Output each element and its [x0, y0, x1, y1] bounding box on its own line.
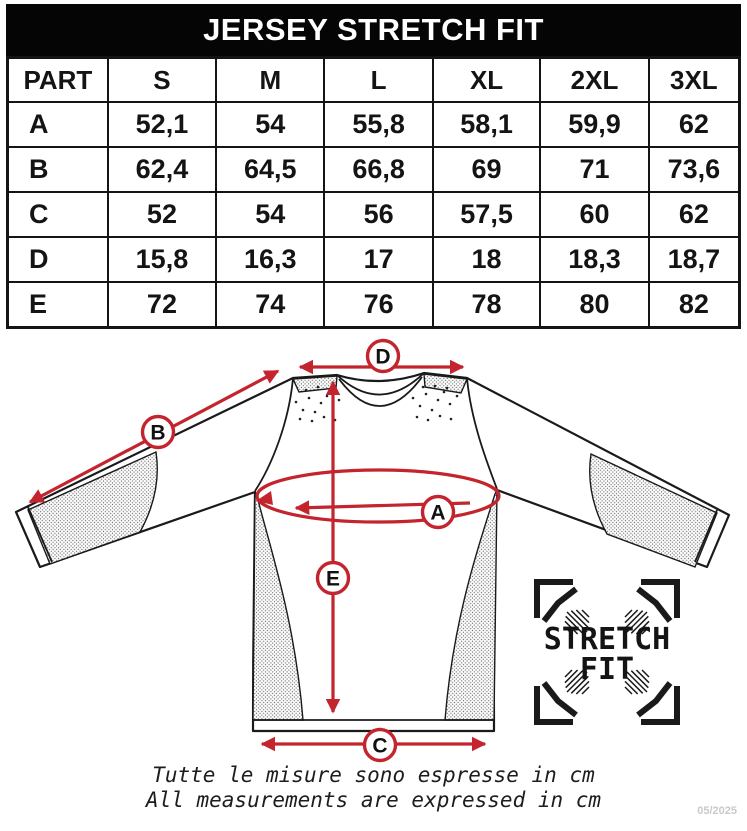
jersey-diagram: D B A E C	[0, 320, 747, 766]
measure-ellipse-a	[255, 468, 501, 524]
table-row-b: B 62,4 64,5 66,8 69 71 73,6	[6, 146, 741, 193]
badge-b: B	[140, 414, 176, 450]
version-label: 05/2025	[697, 805, 737, 817]
col-header-l: L	[323, 56, 434, 103]
cell: 69	[431, 146, 542, 193]
part-label: A	[6, 101, 109, 148]
cell: 18,7	[647, 236, 741, 283]
cell: 73,6	[647, 146, 741, 193]
footer-notes: Tutte le misure sono espresse in cm All …	[0, 763, 747, 813]
cell: 82	[647, 281, 741, 329]
col-header-xl: XL	[431, 56, 542, 103]
col-header-part: PART	[6, 56, 109, 103]
cell: 54	[215, 101, 326, 148]
size-table-wrap: PART S M L XL 2XL 3XL A 52,1 54 55,8 58,…	[6, 56, 741, 329]
part-label: E	[6, 281, 109, 329]
cell: 62,4	[106, 146, 218, 193]
badge-c: C	[362, 727, 398, 763]
cell: 64,5	[215, 146, 326, 193]
mesh-panels	[27, 373, 718, 721]
svg-text:C: C	[372, 735, 387, 758]
logo-line-1: STRETCH	[544, 622, 670, 657]
table-row-a: A 52,1 54 55,8 58,1 59,9 62	[6, 101, 741, 148]
badge-e: E	[315, 560, 351, 596]
cell: 18,3	[539, 236, 650, 283]
badge-d: D	[365, 338, 401, 374]
cell: 80	[539, 281, 650, 329]
note-english: All measurements are expressed in cm	[145, 788, 602, 812]
cell: 52	[106, 191, 218, 238]
col-header-s: S	[106, 56, 218, 103]
cell: 54	[215, 191, 326, 238]
badge-a: A	[420, 494, 456, 530]
cell: 16,3	[215, 236, 326, 283]
cell: 78	[431, 281, 542, 329]
cell: 76	[323, 281, 434, 329]
cell: 55,8	[323, 101, 434, 148]
col-header-2xl: 2XL	[539, 56, 650, 103]
svg-text:D: D	[375, 346, 390, 369]
cell: 62	[647, 191, 741, 238]
col-header-m: M	[215, 56, 326, 103]
cell: 74	[215, 281, 326, 329]
table-row-e: E 72 74 76 78 80 82	[6, 281, 741, 329]
cell: 17	[323, 236, 434, 283]
svg-text:E: E	[326, 568, 340, 591]
cell: 71	[539, 146, 650, 193]
measure-arrowhead-a2	[256, 491, 273, 505]
size-table-header-row: PART S M L XL 2XL 3XL	[6, 56, 741, 103]
svg-text:A: A	[430, 502, 445, 525]
cell: 52,1	[106, 101, 218, 148]
part-label: C	[6, 191, 109, 238]
logo-line-2: FIT	[580, 652, 634, 687]
stretch-fit-logo: STRETCH FIT	[537, 582, 677, 722]
cell: 58,1	[431, 101, 542, 148]
cell: 60	[539, 191, 650, 238]
table-row-c: C 52 54 56 57,5 60 62	[6, 191, 741, 238]
cell: 15,8	[106, 236, 218, 283]
part-label: B	[6, 146, 109, 193]
cell: 59,9	[539, 101, 650, 148]
cell: 66,8	[323, 146, 434, 193]
table-row-d: D 15,8 16,3 17 18 18,3 18,7	[6, 236, 741, 283]
measure-badges: D B A E C	[140, 338, 456, 763]
cell: 18	[431, 236, 542, 283]
size-table: PART S M L XL 2XL 3XL A 52,1 54 55,8 58,…	[6, 56, 741, 329]
cell: 56	[323, 191, 434, 238]
col-header-3xl: 3XL	[647, 56, 741, 103]
cell: 62	[647, 101, 741, 148]
cell: 72	[106, 281, 218, 329]
title-bar: JERSEY STRETCH FIT	[6, 4, 741, 56]
svg-text:B: B	[150, 422, 165, 445]
page-title: JERSEY STRETCH FIT	[203, 12, 544, 47]
part-label: D	[6, 236, 109, 283]
cell: 57,5	[431, 191, 542, 238]
note-italian: Tutte le misure sono espresse in cm	[152, 763, 595, 787]
